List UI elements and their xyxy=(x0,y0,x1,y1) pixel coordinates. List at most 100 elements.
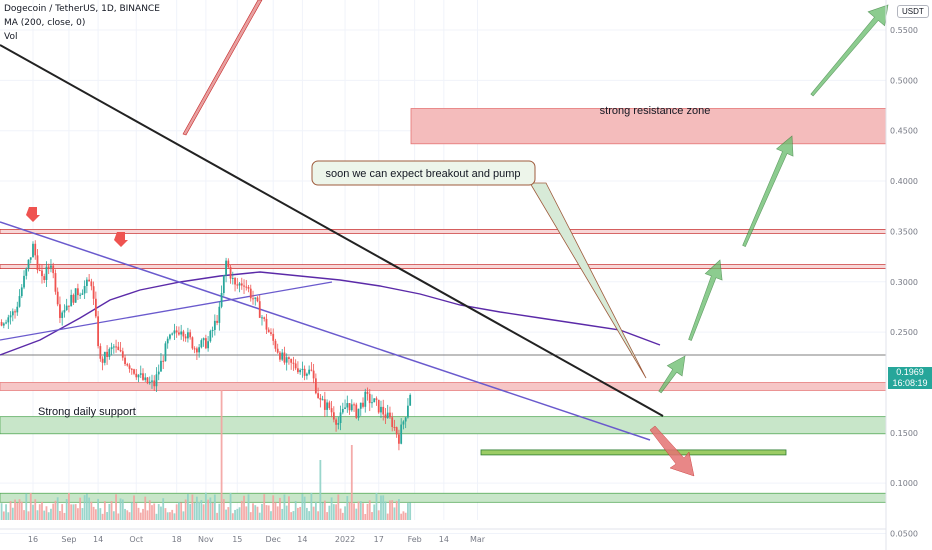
time-tick-label: 14 xyxy=(439,535,449,544)
price-tick-label: 0.4000 xyxy=(890,177,918,186)
candle-body xyxy=(256,297,259,302)
candle-body xyxy=(162,360,165,362)
volume-bar xyxy=(16,503,19,520)
volume-bar xyxy=(328,505,331,520)
volume-bar xyxy=(371,512,373,520)
candle-body xyxy=(65,305,68,311)
candle-body xyxy=(68,305,70,307)
candle-body xyxy=(41,270,43,277)
candle-body xyxy=(110,347,113,350)
volume-bar xyxy=(0,503,3,520)
candle-body xyxy=(29,257,32,260)
volume-bars xyxy=(0,390,412,520)
candle-body xyxy=(182,331,185,337)
candle-body xyxy=(308,369,311,374)
volume-bar xyxy=(404,512,407,520)
volume-bar xyxy=(103,501,106,520)
candle-body xyxy=(115,346,117,348)
candle-body xyxy=(395,427,398,435)
volume-bar xyxy=(164,508,167,520)
volume-bar xyxy=(285,505,288,520)
forecast-arrow xyxy=(658,355,686,394)
volume-bar xyxy=(252,503,254,520)
volume-bar xyxy=(317,511,320,520)
volume-bar xyxy=(151,505,153,520)
volume-bar xyxy=(348,502,351,520)
volume-bar xyxy=(204,492,207,520)
volume-bar xyxy=(393,507,396,520)
candle-body xyxy=(81,293,84,295)
candle-body xyxy=(225,260,227,276)
forecast-arrow xyxy=(688,259,723,341)
candle-body xyxy=(202,338,205,341)
candle-body xyxy=(366,391,369,394)
price-axis: 0.5500 0.5000 0.4500 0.4000 0.3500 0.3000 0.25… xyxy=(885,0,918,550)
candle-body xyxy=(74,288,77,303)
time-tick-label: 18 xyxy=(172,535,182,544)
candle-body xyxy=(85,279,88,287)
volume-bar xyxy=(211,502,214,520)
candle-body xyxy=(16,306,19,313)
volume-bar xyxy=(160,506,162,520)
volume-bar xyxy=(229,492,232,520)
volume-bar xyxy=(231,513,234,520)
volume-bar xyxy=(189,503,192,520)
candle-body xyxy=(9,315,12,318)
volume-bar xyxy=(373,504,376,520)
candle-body xyxy=(252,298,254,300)
volume-bar xyxy=(368,500,371,520)
volume-bar xyxy=(106,512,108,520)
candle-body xyxy=(175,330,178,333)
candle-body xyxy=(398,434,400,444)
candle-body xyxy=(348,403,351,411)
volume-bar xyxy=(332,504,335,520)
current-price-value: 0.1969 xyxy=(896,367,924,377)
candle-body xyxy=(339,412,342,423)
candle-body xyxy=(288,357,290,359)
candle-body xyxy=(137,374,140,378)
volume-bar xyxy=(330,497,333,520)
candle-body xyxy=(148,381,151,384)
sell-signal-arrow xyxy=(26,207,40,222)
candle-body xyxy=(191,337,194,349)
breakout-callout xyxy=(311,160,536,186)
candle-body xyxy=(77,288,79,296)
volume-bar xyxy=(32,504,34,520)
price-tick-label: 0.3000 xyxy=(890,278,918,287)
volume-bar xyxy=(59,511,61,520)
candle-body xyxy=(128,365,131,369)
candle-body xyxy=(274,340,277,349)
time-axis: 16 Sep 14 Oct 18 Nov 15 Dec 14 2022 17 Feb 14 Mar xyxy=(0,528,886,544)
candle-body xyxy=(357,408,360,418)
volume-bar xyxy=(274,502,277,520)
price-tick-label: 0.4500 xyxy=(890,127,918,136)
descending-trendline xyxy=(0,44,664,417)
candle-body xyxy=(303,368,306,376)
volume-bar xyxy=(97,498,100,520)
candle-body xyxy=(272,333,275,341)
candle-body xyxy=(72,294,75,303)
support-label: Strong daily support xyxy=(38,406,136,418)
symbol-title: Dogecoin / TetherUS, 1D, BINANCE xyxy=(4,4,160,14)
candle-body xyxy=(238,283,241,286)
candle-body xyxy=(204,338,207,349)
candle-body xyxy=(393,426,396,428)
currency-badge[interactable]: USDT xyxy=(897,5,929,18)
volume-bar xyxy=(261,503,263,520)
candle-body xyxy=(23,275,25,288)
volume-bar xyxy=(7,512,10,520)
candle-body xyxy=(117,346,120,350)
volume-bar xyxy=(200,500,203,520)
candle-body xyxy=(20,287,23,297)
volume-bar xyxy=(294,501,297,520)
candle-body xyxy=(218,306,221,323)
candle-body xyxy=(377,399,380,413)
candle-body xyxy=(169,334,171,339)
candle-body xyxy=(5,322,7,324)
candle-body xyxy=(160,360,162,372)
candle-body xyxy=(166,338,169,344)
candle-body xyxy=(344,407,346,409)
volume-bar xyxy=(267,505,270,520)
